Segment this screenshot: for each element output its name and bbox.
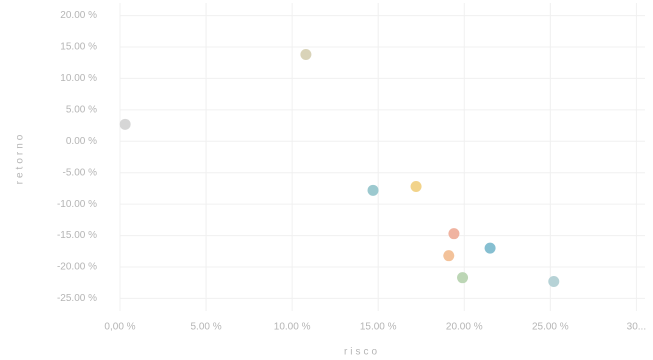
x-tick-label: 30... <box>627 322 646 333</box>
x-axis-label: risco <box>344 347 380 358</box>
x-tick-label: 5.00 % <box>190 322 221 333</box>
y-tick-label: 10.00 % <box>60 73 97 84</box>
point <box>410 181 422 193</box>
x-tick-label: 10.00 % <box>274 322 311 333</box>
y-tick-label: -10.00 % <box>57 199 97 210</box>
point <box>367 184 379 196</box>
point <box>484 242 496 254</box>
x-tick-label: 0,00 % <box>104 322 135 333</box>
x-tick-label: 25.00 % <box>532 322 569 333</box>
point <box>443 250 455 262</box>
point <box>457 272 469 284</box>
x-tick-label: 20.00 % <box>446 322 483 333</box>
y-axis-label: retorno <box>15 132 26 185</box>
point <box>448 228 460 240</box>
y-tick-label: -25.00 % <box>57 293 97 304</box>
y-tick-label: -15.00 % <box>57 230 97 241</box>
point <box>300 49 312 61</box>
y-tick-label: -20.00 % <box>57 262 97 273</box>
y-tick-label: 0.00 % <box>66 136 97 147</box>
y-tick-label: 5.00 % <box>66 104 97 115</box>
point <box>548 275 560 287</box>
point <box>119 118 131 130</box>
y-tick-label: -5.00 % <box>63 167 98 178</box>
y-tick-label: 15.00 % <box>60 42 97 53</box>
y-tick-label: 20.00 % <box>60 10 97 21</box>
x-tick-label: 15.00 % <box>360 322 397 333</box>
